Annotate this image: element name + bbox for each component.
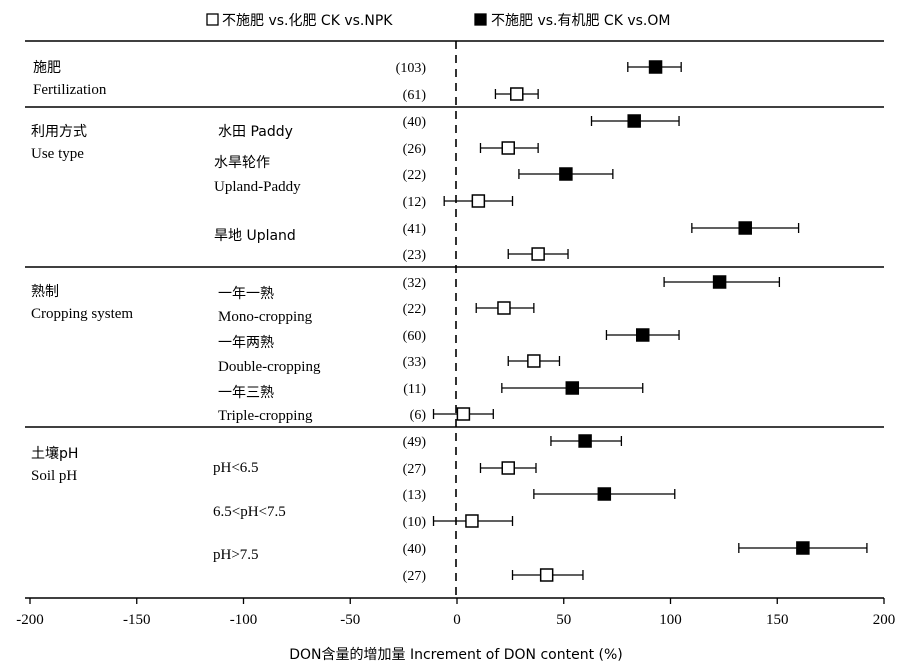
sample-size-label: (61) xyxy=(403,88,427,103)
subgroup-label-upland: 旱地 Upland xyxy=(214,228,296,244)
sample-size-label: (60) xyxy=(403,329,427,344)
sample-size-label: (32) xyxy=(403,276,427,291)
group-label-fertilization-cn: 施肥 xyxy=(33,60,61,76)
x-tick-label: -100 xyxy=(230,612,258,628)
group-labels: 施肥 Fertilization 利用方式 Use type 熟制 Croppi… xyxy=(31,60,133,484)
mean-marker-npk xyxy=(531,247,545,261)
legend-marker-npk xyxy=(206,13,219,26)
mean-marker-npk xyxy=(501,141,515,155)
sample-size-label: (27) xyxy=(403,569,427,584)
sample-size-label: (11) xyxy=(403,382,426,397)
sample-size-label: (40) xyxy=(403,115,427,130)
x-tick-label: 0 xyxy=(453,612,461,628)
sample-size-label: (6) xyxy=(410,408,427,423)
subgroup-label-ph-mid: 6.5<pH<7.5 xyxy=(213,504,286,520)
sample-size-label: (41) xyxy=(403,222,427,237)
mean-marker-npk xyxy=(456,407,471,421)
mean-marker-npk xyxy=(539,568,554,582)
mean-marker-npk xyxy=(471,194,486,208)
subgroup-labels: 水田 Paddy 水旱轮作 Upland-Paddy 旱地 Upland 一年一… xyxy=(213,124,321,563)
group-label-use-type-cn: 利用方式 xyxy=(31,124,87,140)
mean-marker-om xyxy=(648,60,663,74)
mean-marker-om xyxy=(796,541,810,555)
x-tick-label: 150 xyxy=(766,612,789,628)
sample-size-label: (27) xyxy=(403,462,427,477)
group-label-soil-ph-cn: 土壤pH xyxy=(31,445,78,462)
sample-size-label: (10) xyxy=(403,515,427,530)
mean-marker-npk xyxy=(497,301,511,315)
sample-size-label: (23) xyxy=(403,248,427,263)
group-label-fertilization-en: Fertilization xyxy=(33,82,107,98)
group-label-cropping-system-en: Cropping system xyxy=(31,306,133,322)
subgroup-label-ph-high: pH>7.5 xyxy=(213,547,259,563)
sample-size-label: (49) xyxy=(403,435,427,450)
sample-size-label: (103) xyxy=(396,61,427,76)
legend: 不施肥 vs.化肥 CK vs.NPK 不施肥 vs.有机肥 CK vs.OM xyxy=(206,13,670,29)
sample-size-label: (40) xyxy=(403,542,427,557)
error-bars xyxy=(432,62,868,580)
group-label-use-type-en: Use type xyxy=(31,146,84,162)
sample-size-label: (22) xyxy=(403,302,427,317)
x-tick-label: 50 xyxy=(556,612,571,628)
mean-marker-om xyxy=(578,434,592,448)
subgroup-label-triple-cn: 一年三熟 xyxy=(218,385,274,401)
mean-marker-om xyxy=(559,167,573,181)
x-axis-ticks: -200 -150 -100 -50 0 50 100 150 200 xyxy=(16,598,895,628)
subgroup-label-double-en: Double-cropping xyxy=(218,359,321,375)
mean-markers xyxy=(456,60,810,582)
mean-marker-om xyxy=(627,114,641,128)
subgroup-label-double-cn: 一年两熟 xyxy=(218,335,274,351)
sample-size-label: (13) xyxy=(403,488,427,503)
sample-size-labels: (103) (61) (40) (26) (22) (12) (41) (23) (32) (22… xyxy=(396,61,427,584)
legend-label-npk: 不施肥 vs.化肥 CK vs.NPK xyxy=(222,13,393,29)
mean-marker-om xyxy=(635,328,650,342)
mean-marker-npk xyxy=(501,461,515,475)
x-tick-label: -150 xyxy=(123,612,151,628)
mean-marker-om xyxy=(597,487,612,501)
subgroup-label-mono-en: Mono-cropping xyxy=(218,309,313,325)
subgroup-label-upland-paddy-en: Upland-Paddy xyxy=(214,179,301,195)
legend-marker-om xyxy=(474,13,487,26)
mean-marker-om xyxy=(712,275,727,289)
sample-size-label: (12) xyxy=(403,195,427,210)
group-label-soil-ph-en: Soil pH xyxy=(31,468,77,484)
subgroup-label-paddy: 水田 Paddy xyxy=(218,124,293,140)
sample-size-label: (26) xyxy=(403,142,427,157)
sample-size-label: (33) xyxy=(403,355,427,370)
subgroup-label-triple-en: Triple-cropping xyxy=(218,408,313,424)
mean-marker-om xyxy=(738,221,752,235)
subgroup-label-upland-paddy-cn: 水旱轮作 xyxy=(214,155,270,171)
x-tick-label: -50 xyxy=(340,612,360,628)
legend-label-om: 不施肥 vs.有机肥 CK vs.OM xyxy=(491,13,670,29)
x-tick-label: 200 xyxy=(873,612,896,628)
x-tick-label: -200 xyxy=(16,612,44,628)
mean-marker-npk xyxy=(510,87,524,101)
x-tick-label: 100 xyxy=(659,612,682,628)
mean-marker-om xyxy=(565,381,580,395)
mean-marker-npk xyxy=(527,354,541,368)
x-axis-title: DON含量的增加量 Increment of DON content (%) xyxy=(289,647,623,663)
subgroup-label-mono-cn: 一年一熟 xyxy=(218,286,274,302)
subgroup-label-ph-low: pH<6.5 xyxy=(213,460,259,476)
sample-size-label: (22) xyxy=(403,168,427,183)
group-label-cropping-system-cn: 熟制 xyxy=(31,284,59,300)
mean-marker-npk xyxy=(465,514,479,528)
